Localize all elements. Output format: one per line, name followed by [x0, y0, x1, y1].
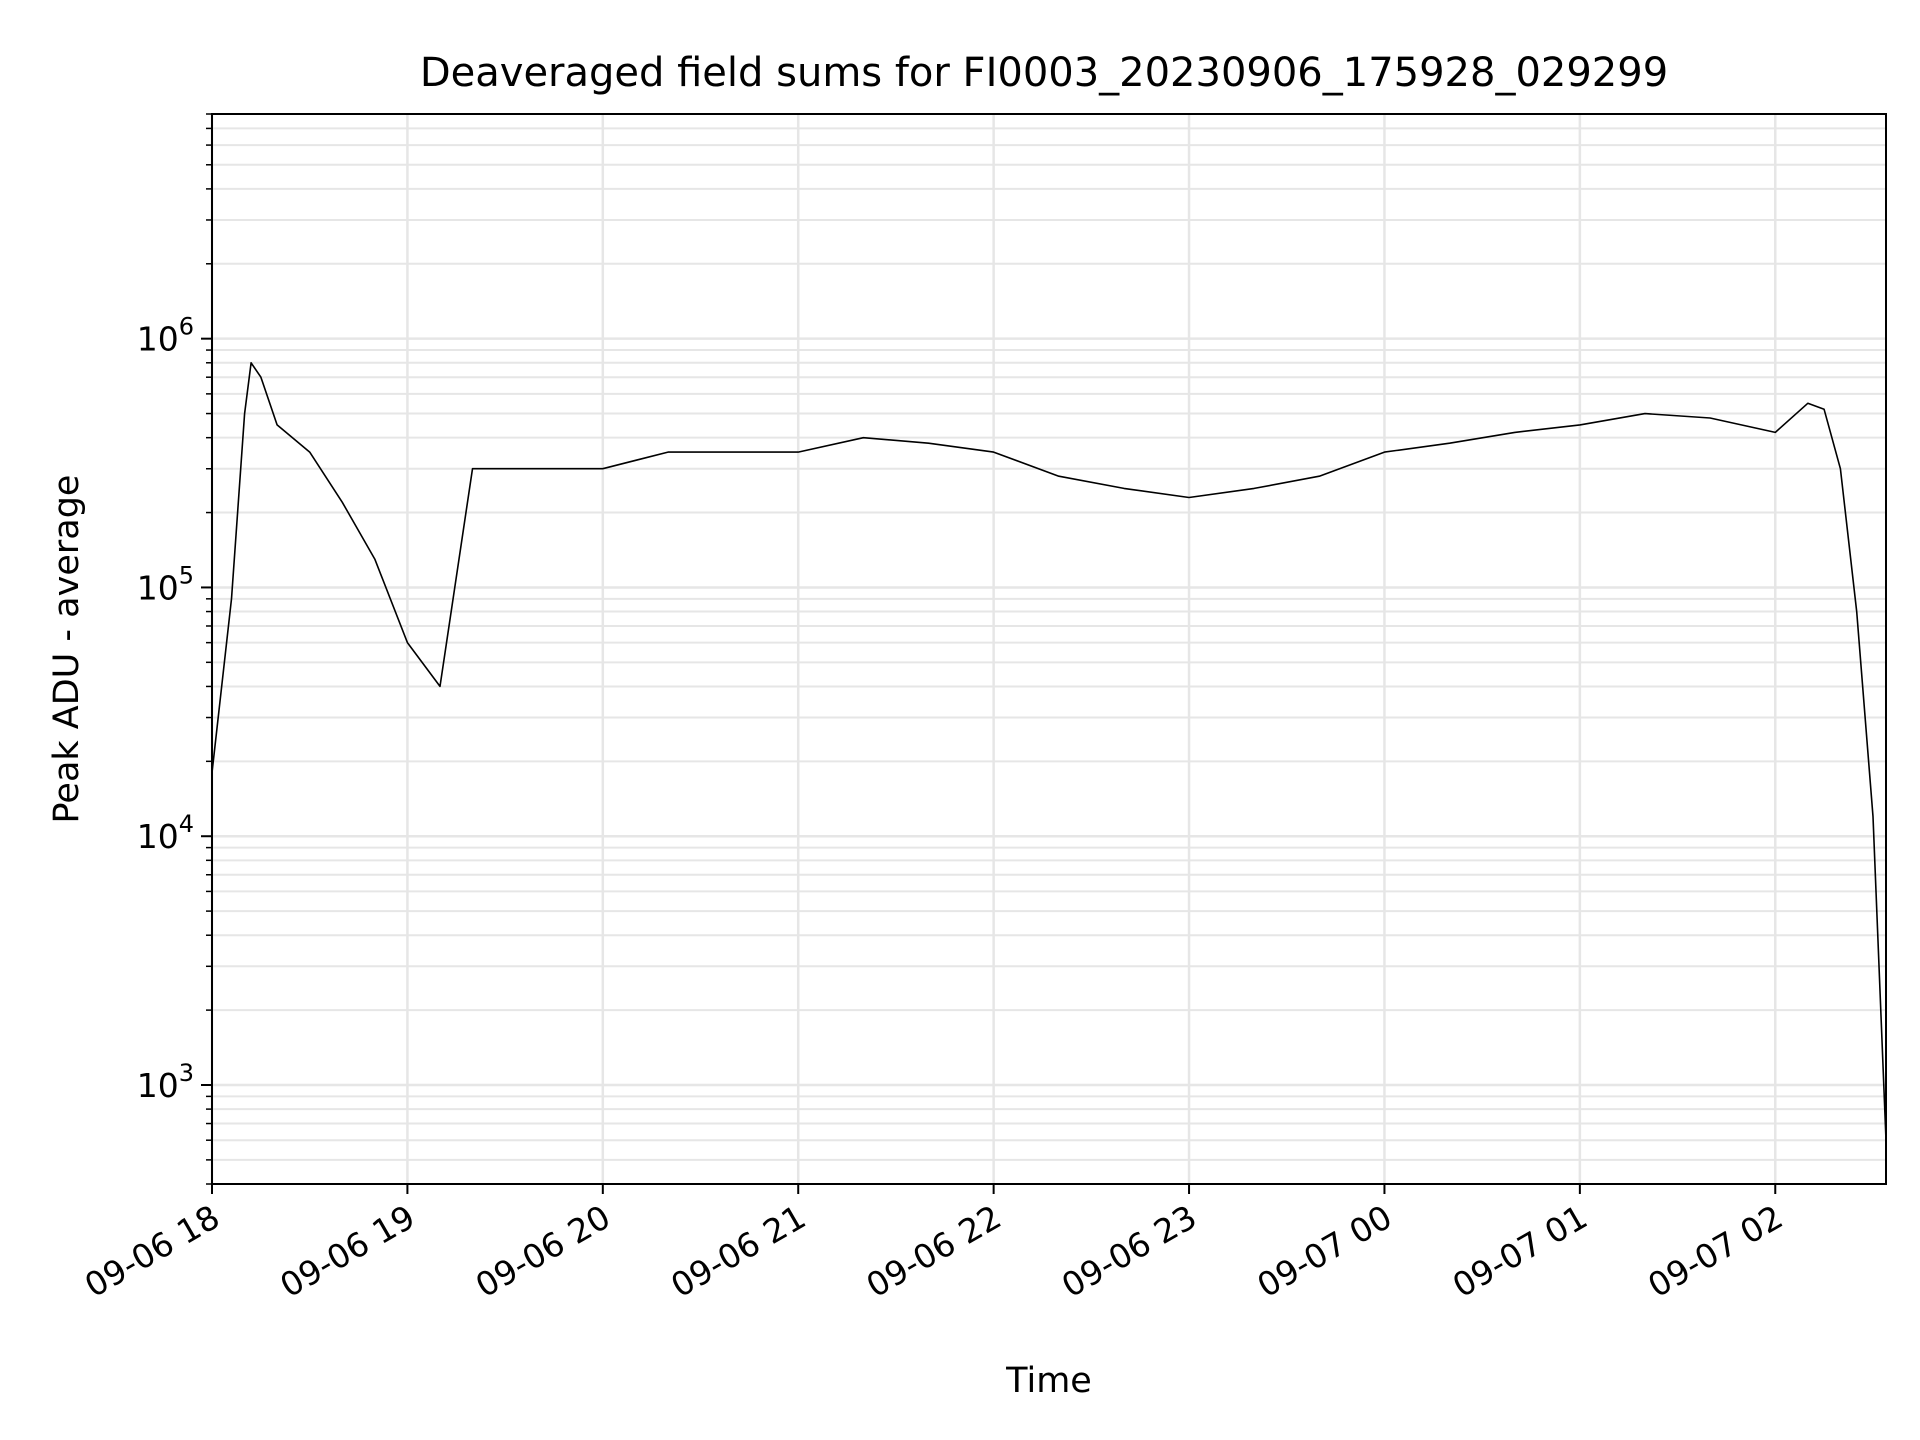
grid: [210, 113, 1886, 1185]
series-line: [211, 361, 1887, 1141]
y-axis-label: Peak ADU - average: [47, 475, 87, 824]
y-tick-label: 104: [137, 810, 194, 856]
x-axis-label: Time: [1005, 1361, 1092, 1401]
y-axis: 103 104 105 106: [137, 113, 212, 1185]
plot-frame: [211, 113, 1887, 1185]
y-tick-label: 103: [137, 1059, 194, 1105]
data-series: [211, 361, 1887, 1141]
chart-title: Deaveraged field sums for FI0003_2023090…: [420, 50, 1668, 96]
y-tick-label: 106: [137, 313, 194, 359]
y-tick-label: 105: [137, 561, 194, 607]
